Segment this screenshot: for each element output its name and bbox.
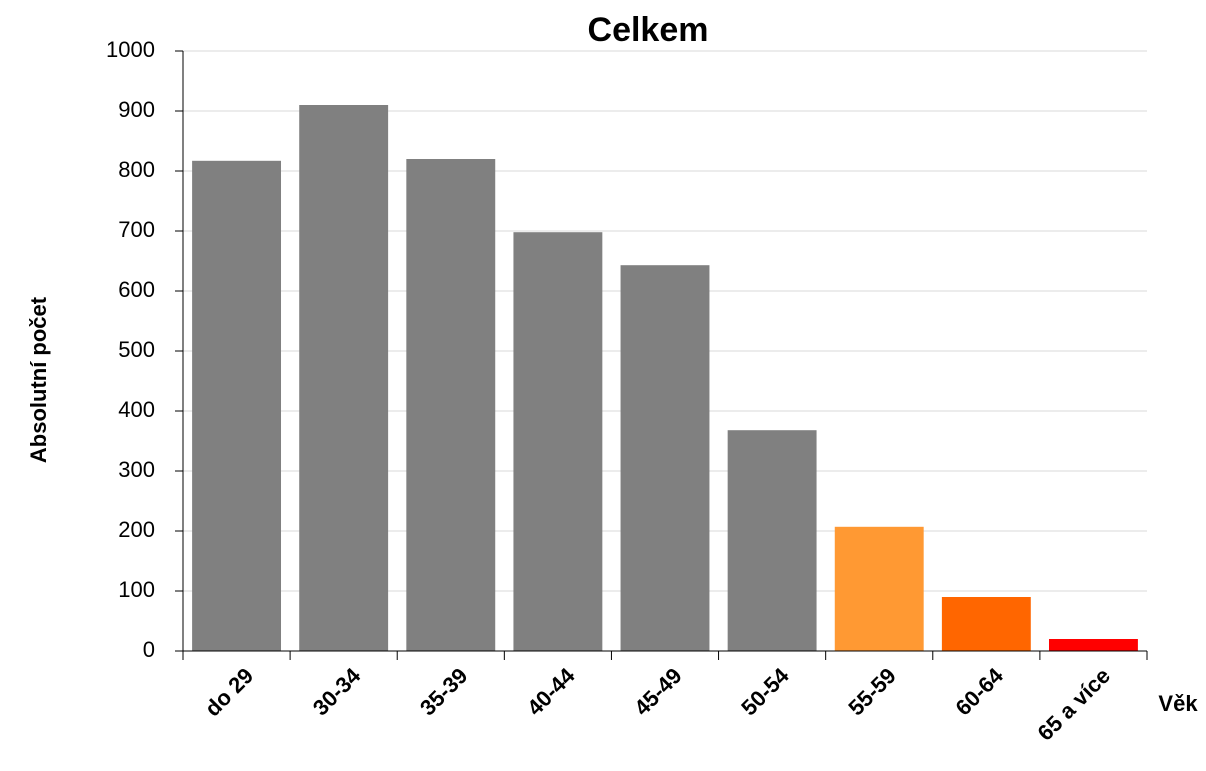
y-tick-label: 1000 [106,37,155,62]
x-tick-label: 60-64 [951,662,1009,720]
x-tick-label: 35-39 [415,663,472,720]
x-tick-label: 55-59 [843,663,900,720]
bar [513,232,603,651]
bar [727,430,817,651]
chart-title: Celkem [588,11,709,49]
bar [941,597,1031,651]
y-tick-label: 0 [143,637,155,662]
x-tick-label: 30-34 [308,662,366,720]
x-tick-label: 50-54 [736,662,794,720]
x-axis-label: Věk [1158,691,1198,716]
x-tick-label: 40-44 [522,662,580,720]
bar [834,526,924,651]
bar [192,160,282,652]
y-tick-label: 400 [118,397,155,422]
bar [620,265,710,651]
x-tick-label: 45-49 [629,663,686,720]
bar [299,105,389,651]
y-tick-label: 500 [118,337,155,362]
bar [406,159,496,651]
y-tick-label: 100 [118,577,155,602]
y-axis-label: Absolutní počet [26,296,51,463]
y-tick-label: 900 [118,97,155,122]
x-tick-label: do 29 [200,663,258,721]
y-tick-label: 200 [118,517,155,542]
y-tick-label: 600 [118,277,155,302]
y-tick-label: 300 [118,457,155,482]
x-tick-label: 65 a více [1033,663,1116,746]
y-tick-label: 700 [118,217,155,242]
y-tick-label: 800 [118,157,155,182]
bar [1048,639,1138,651]
